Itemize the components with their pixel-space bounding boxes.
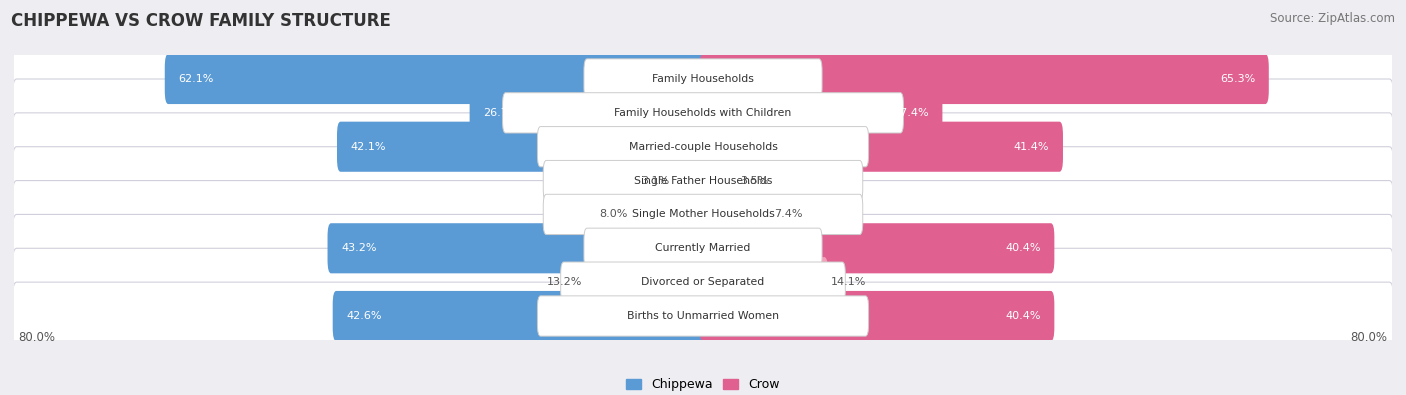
Text: 80.0%: 80.0%	[18, 331, 55, 344]
FancyBboxPatch shape	[586, 257, 706, 307]
FancyBboxPatch shape	[337, 122, 706, 172]
FancyBboxPatch shape	[13, 45, 1393, 113]
FancyBboxPatch shape	[700, 257, 828, 307]
FancyBboxPatch shape	[13, 113, 1393, 181]
Text: 65.3%: 65.3%	[1220, 74, 1256, 84]
FancyBboxPatch shape	[700, 88, 942, 138]
Text: 8.0%: 8.0%	[599, 209, 627, 220]
Text: Source: ZipAtlas.com: Source: ZipAtlas.com	[1270, 12, 1395, 25]
FancyBboxPatch shape	[700, 156, 737, 206]
FancyBboxPatch shape	[537, 296, 869, 336]
Text: Family Households: Family Households	[652, 74, 754, 84]
Text: 26.7%: 26.7%	[484, 108, 519, 118]
FancyBboxPatch shape	[543, 194, 863, 235]
FancyBboxPatch shape	[13, 282, 1393, 350]
FancyBboxPatch shape	[700, 189, 770, 239]
Text: Divorced or Separated: Divorced or Separated	[641, 277, 765, 287]
FancyBboxPatch shape	[13, 79, 1393, 147]
Text: 43.2%: 43.2%	[342, 243, 377, 253]
Text: 41.4%: 41.4%	[1014, 142, 1049, 152]
Text: 40.4%: 40.4%	[1005, 311, 1040, 321]
FancyBboxPatch shape	[583, 228, 823, 269]
FancyBboxPatch shape	[700, 54, 1268, 104]
FancyBboxPatch shape	[700, 122, 1063, 172]
Text: Currently Married: Currently Married	[655, 243, 751, 253]
FancyBboxPatch shape	[328, 223, 706, 273]
FancyBboxPatch shape	[583, 59, 823, 99]
FancyBboxPatch shape	[333, 291, 706, 341]
Text: 7.4%: 7.4%	[773, 209, 801, 220]
Text: Single Mother Households: Single Mother Households	[631, 209, 775, 220]
Text: Single Father Households: Single Father Households	[634, 175, 772, 186]
Text: Family Households with Children: Family Households with Children	[614, 108, 792, 118]
FancyBboxPatch shape	[561, 262, 845, 302]
FancyBboxPatch shape	[470, 88, 706, 138]
FancyBboxPatch shape	[13, 214, 1393, 282]
Text: 62.1%: 62.1%	[179, 74, 214, 84]
FancyBboxPatch shape	[673, 156, 706, 206]
Text: 13.2%: 13.2%	[547, 277, 582, 287]
Text: 27.4%: 27.4%	[893, 108, 928, 118]
FancyBboxPatch shape	[502, 93, 904, 133]
FancyBboxPatch shape	[631, 189, 706, 239]
Legend: Chippewa, Crow: Chippewa, Crow	[621, 373, 785, 395]
Text: 3.1%: 3.1%	[641, 175, 669, 186]
Text: Births to Unmarried Women: Births to Unmarried Women	[627, 311, 779, 321]
FancyBboxPatch shape	[13, 147, 1393, 214]
Text: 42.6%: 42.6%	[346, 311, 382, 321]
Text: CHIPPEWA VS CROW FAMILY STRUCTURE: CHIPPEWA VS CROW FAMILY STRUCTURE	[11, 12, 391, 30]
FancyBboxPatch shape	[165, 54, 706, 104]
FancyBboxPatch shape	[13, 248, 1393, 316]
FancyBboxPatch shape	[700, 291, 1054, 341]
Text: 40.4%: 40.4%	[1005, 243, 1040, 253]
FancyBboxPatch shape	[543, 160, 863, 201]
Text: 14.1%: 14.1%	[831, 277, 866, 287]
FancyBboxPatch shape	[537, 126, 869, 167]
Text: Married-couple Households: Married-couple Households	[628, 142, 778, 152]
FancyBboxPatch shape	[700, 223, 1054, 273]
Text: 80.0%: 80.0%	[1351, 331, 1388, 344]
FancyBboxPatch shape	[13, 181, 1393, 248]
Text: 3.5%: 3.5%	[740, 175, 768, 186]
Text: 42.1%: 42.1%	[350, 142, 387, 152]
